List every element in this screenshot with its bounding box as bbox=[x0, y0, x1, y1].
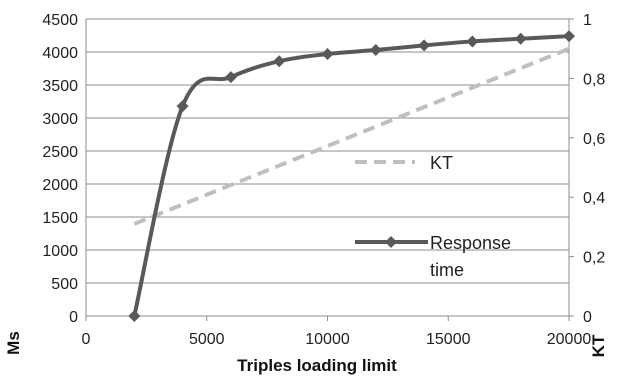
response-time-point bbox=[176, 100, 189, 113]
y2-tick-label: 0,4 bbox=[583, 190, 605, 207]
response-time-point bbox=[466, 35, 479, 48]
tick-labels: 0 500 1000 1500 2000 2500 3000 3500 4000 4500 0 0,2… bbox=[42, 12, 605, 348]
y-tick-label: 1000 bbox=[42, 243, 78, 260]
response-time-point bbox=[418, 39, 431, 52]
y-tick-label: 2000 bbox=[42, 177, 78, 194]
x-tick-label: 5000 bbox=[189, 331, 225, 348]
y2-axis-title: KT bbox=[589, 334, 608, 357]
response-time-point bbox=[514, 32, 527, 45]
y-tick-label: 2500 bbox=[42, 144, 78, 161]
y2-tick-label: 0 bbox=[583, 309, 592, 326]
legend-kt-label: KT bbox=[430, 153, 453, 173]
x-tick-label: 20000 bbox=[547, 331, 592, 348]
y-tick-label: 3500 bbox=[42, 78, 78, 95]
x-axis-title: Triples loading limit bbox=[237, 356, 397, 375]
gridlines bbox=[86, 18, 569, 317]
legend-response-time-label-line2: time bbox=[430, 260, 464, 280]
y-tick-label: 4000 bbox=[42, 45, 78, 62]
y-tick-label: 4500 bbox=[42, 12, 78, 29]
axes bbox=[85, 18, 574, 321]
response-time-point bbox=[128, 310, 141, 322]
y2-tick-label: 0,8 bbox=[583, 71, 605, 88]
y-tick-label: 0 bbox=[69, 309, 78, 326]
response-time-point bbox=[224, 71, 237, 84]
response-time-point bbox=[273, 55, 286, 68]
response-time-point bbox=[563, 30, 575, 43]
y-axis-title: Ms bbox=[4, 331, 23, 355]
legend-response-time-label: Response bbox=[430, 233, 511, 253]
y2-tick-label: 1 bbox=[583, 12, 592, 29]
x-tick-label: 15000 bbox=[426, 331, 471, 348]
y-tick-label: 3000 bbox=[42, 111, 78, 128]
response-time-point bbox=[321, 47, 334, 60]
y-tick-label: 1500 bbox=[42, 210, 78, 227]
series-response-time bbox=[128, 30, 575, 322]
kt-line bbox=[133, 46, 570, 226]
y-tick-label: 500 bbox=[51, 276, 78, 293]
legend: KT Response time bbox=[355, 153, 511, 280]
y2-tick-label: 0,2 bbox=[583, 250, 605, 267]
legend-response-time-marker bbox=[385, 236, 397, 248]
y2-tick-label: 0,6 bbox=[583, 131, 605, 148]
series-kt bbox=[133, 46, 570, 226]
response-time-point bbox=[369, 44, 382, 57]
response-time-line bbox=[132, 34, 570, 317]
x-tick-label: 10000 bbox=[305, 331, 350, 348]
x-tick-label: 0 bbox=[82, 331, 91, 348]
